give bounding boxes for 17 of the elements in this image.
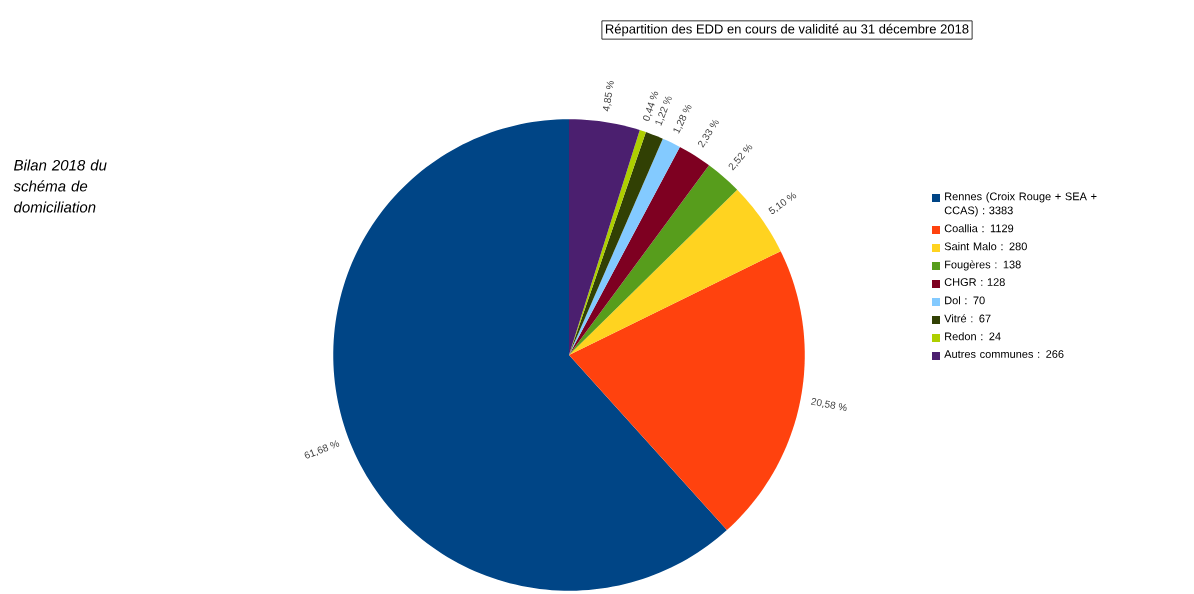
data-label: 61,68 % (304, 440, 340, 459)
legend-label: Vitré : 67 (944, 314, 991, 323)
data-label: 2,52 % (728, 144, 753, 171)
data-label: 5,10 % (768, 192, 797, 214)
legend-label: Fougères : 138 (945, 260, 1021, 271)
legend-label: Saint Malo : 280 (944, 242, 1027, 251)
data-label: 4,85 % (602, 81, 614, 112)
legend-label: CHGR : 128 (944, 278, 1005, 286)
legend-label: Dol : 70 (945, 296, 985, 305)
legend-label: Rennes (Croix Rouge + SEA + CCAS) : 3383 (944, 192, 1097, 217)
data-label: 20,58 % (810, 398, 847, 412)
text: Bilan 2018 du schéma de domiciliation (13, 159, 107, 213)
legend-label: Coallia : 1129 (944, 224, 1014, 233)
legend-label: Autres communes : 266 (944, 350, 1064, 358)
data-label: 1,28 % (673, 104, 692, 134)
legend-label: Redon : 24 (945, 332, 1001, 341)
chart-title: Répartition des EDD en cours de validité au 31 décembre 2018 (605, 23, 969, 37)
